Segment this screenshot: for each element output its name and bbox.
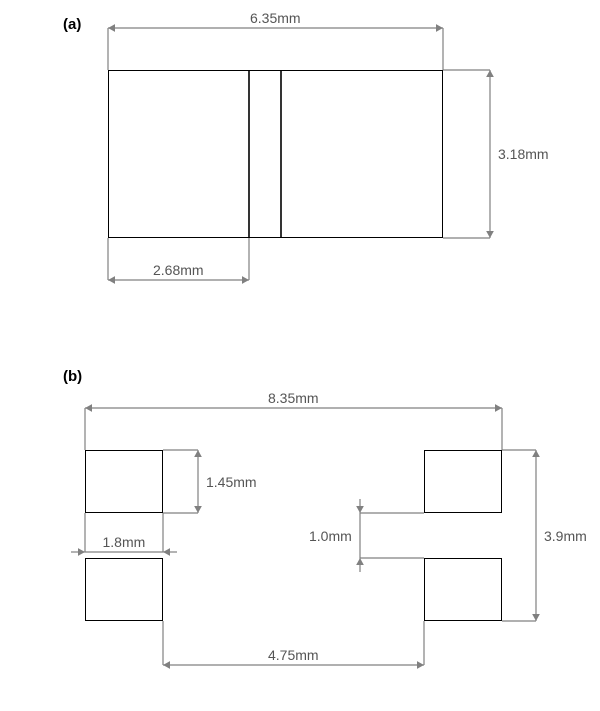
b-pad-bottom-right: [424, 558, 502, 621]
dim-label: 8.35mm: [268, 390, 319, 406]
dim-label: 3.9mm: [544, 528, 587, 544]
a-outer-rect: [108, 70, 443, 238]
b-pad-bottom-left: [85, 558, 163, 621]
dim-label: 6.35mm: [250, 10, 301, 26]
dim-label: 4.75mm: [268, 647, 319, 663]
dim-label: 1.45mm: [206, 474, 257, 490]
dim-label: 2.68mm: [153, 262, 204, 278]
dim-label: 1.8mm: [103, 534, 146, 550]
panel-a-label: (a): [63, 16, 81, 33]
dim-label: 1.0mm: [309, 528, 352, 544]
panel-b-label: (b): [63, 368, 82, 385]
b-pad-top-left: [85, 450, 163, 513]
b-pad-top-right: [424, 450, 502, 513]
diagram-stage: (a) (b) 6.35mm 3.18mm 2.68mm 8.35mm 1.45mm 1.…: [0, 0, 600, 711]
dim-label: 3.18mm: [498, 146, 549, 162]
